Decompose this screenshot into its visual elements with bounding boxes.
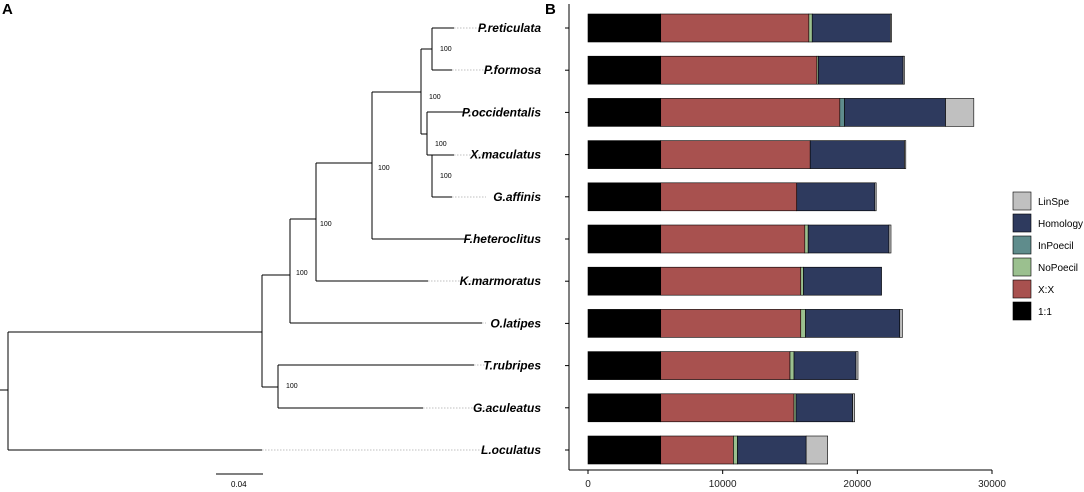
legend-label: 1:1 (1038, 307, 1052, 318)
bar-segment-homology (844, 98, 946, 127)
bar-segment-linspe (902, 55, 905, 85)
bootstrap-label: 100 (440, 173, 452, 180)
bar-segment-x-x (660, 224, 806, 254)
species-label: F.heteroclitus (464, 232, 542, 246)
bar-segment-1-1 (587, 266, 662, 296)
legend-label: Homology (1038, 219, 1083, 230)
species-label: X.maculatus (469, 148, 541, 162)
bar-segment-1-1 (587, 182, 662, 212)
bar-segment-1-1 (587, 435, 662, 465)
x-tick-label: 30000 (978, 479, 1006, 490)
bar-segment-homology (809, 140, 905, 169)
bar-segment-homology (795, 393, 853, 423)
bar-segment-1-1 (587, 393, 662, 423)
species-label: P.reticulata (478, 21, 541, 35)
species-label: P.occidentalis (462, 105, 541, 119)
species-label: G.affinis (493, 190, 541, 204)
bar-segment-nopoecil (789, 351, 795, 380)
legend-label: X:X (1038, 285, 1054, 296)
bootstrap-label: 100 (320, 221, 332, 228)
species-label: O.latipes (490, 316, 541, 330)
bar-segment-linspe (852, 393, 855, 423)
bootstrap-label: 100 (378, 165, 390, 172)
tip-leaders (262, 27, 486, 451)
bar-segment-nopoecil (800, 266, 804, 296)
bar-segment-inpoecil (839, 98, 845, 127)
bar-segment-linspe (888, 224, 892, 254)
phylogenetic-tree (0, 27, 482, 451)
bar-segment-linspe (890, 13, 892, 43)
bar-segment-nopoecil (808, 13, 813, 43)
species-label: T.rubripes (483, 359, 541, 373)
bar-series-group (587, 13, 975, 465)
species-label: P.formosa (484, 63, 541, 77)
bar-segment-x-x (660, 266, 802, 296)
bar-segment-x-x (660, 182, 798, 212)
y-ticks-group (565, 27, 569, 451)
bar-segment-1-1 (587, 13, 662, 43)
species-label: G.aculeatus (473, 401, 541, 415)
x-tick-label: 10000 (709, 479, 737, 490)
scale-bar-label: 0.04 (231, 480, 247, 489)
bar-segment-x-x (660, 393, 795, 423)
bar-segment-linspe (855, 351, 859, 380)
bootstrap-label: 100 (440, 46, 452, 53)
bar-segment-x-x (660, 140, 811, 169)
bootstrap-label: 100 (435, 141, 447, 148)
bootstrap-label: 100 (429, 94, 441, 101)
legend-swatch (1012, 279, 1032, 299)
legend-label: LinSpe (1038, 197, 1070, 208)
legend-swatch (1012, 257, 1032, 277)
bar-segment-x-x (660, 98, 841, 127)
bar-segment-nopoecil (804, 224, 809, 254)
bar-segment-1-1 (587, 351, 662, 380)
legend-swatch (1012, 235, 1032, 255)
bar-segment-linspe (945, 98, 975, 127)
species-label: K.marmoratus (460, 274, 542, 288)
bar-segment-homology (811, 13, 891, 43)
x-axis-ticks: 0 10000 20000 30000 (585, 470, 1006, 490)
bar-segment-1-1 (587, 224, 662, 254)
bar-segment-homology (793, 351, 857, 380)
bar-segment-1-1 (587, 98, 662, 127)
bootstrap-label: 100 (286, 383, 298, 390)
legend-label: NoPoecil (1038, 263, 1078, 274)
x-tick-label: 0 (585, 479, 591, 490)
bar-segment-x-x (660, 435, 734, 465)
bar-segment-homology (737, 435, 807, 465)
bar-segment-x-x (660, 13, 810, 43)
bar-segment-homology (817, 55, 904, 85)
bar-segment-homology (803, 266, 882, 296)
bar-segment-x-x (660, 351, 791, 380)
panel-label-a: A (2, 1, 13, 18)
bar-segment-x-x (660, 309, 802, 338)
bootstrap-label: 100 (296, 270, 308, 277)
bar-segment-1-1 (587, 309, 662, 338)
bar-segment-linspe (874, 182, 877, 212)
legend-label: InPoecil (1038, 241, 1074, 252)
bar-segment-linspe (904, 140, 907, 169)
bar-segment-x-x (660, 55, 818, 85)
bar-segment-nopoecil (733, 435, 738, 465)
bar-segment-linspe (899, 309, 903, 338)
panel-label-b: B (545, 1, 556, 18)
bar-segment-1-1 (587, 55, 662, 85)
bar-segment-nopoecil (793, 393, 797, 423)
legend: LinSpe Homology InPoecil NoPoecil X:X 1:1 (1012, 191, 1083, 321)
species-label: L.oculatus (481, 443, 541, 457)
bar-panel: 0 10000 20000 30000 (565, 4, 1006, 490)
bar-segment-homology (805, 309, 901, 338)
bar-segment-homology (796, 182, 876, 212)
legend-swatch (1012, 191, 1032, 211)
species-labels: P.reticulata P.formosa P.occidentalis X.mac… (460, 21, 542, 457)
x-tick-label: 20000 (843, 479, 871, 490)
bar-segment-1-1 (587, 140, 662, 169)
bar-segment-nopoecil (800, 309, 806, 338)
legend-swatch (1012, 301, 1032, 321)
bar-segment-homology (807, 224, 890, 254)
legend-swatch (1012, 213, 1032, 233)
bar-segment-linspe (805, 435, 829, 465)
